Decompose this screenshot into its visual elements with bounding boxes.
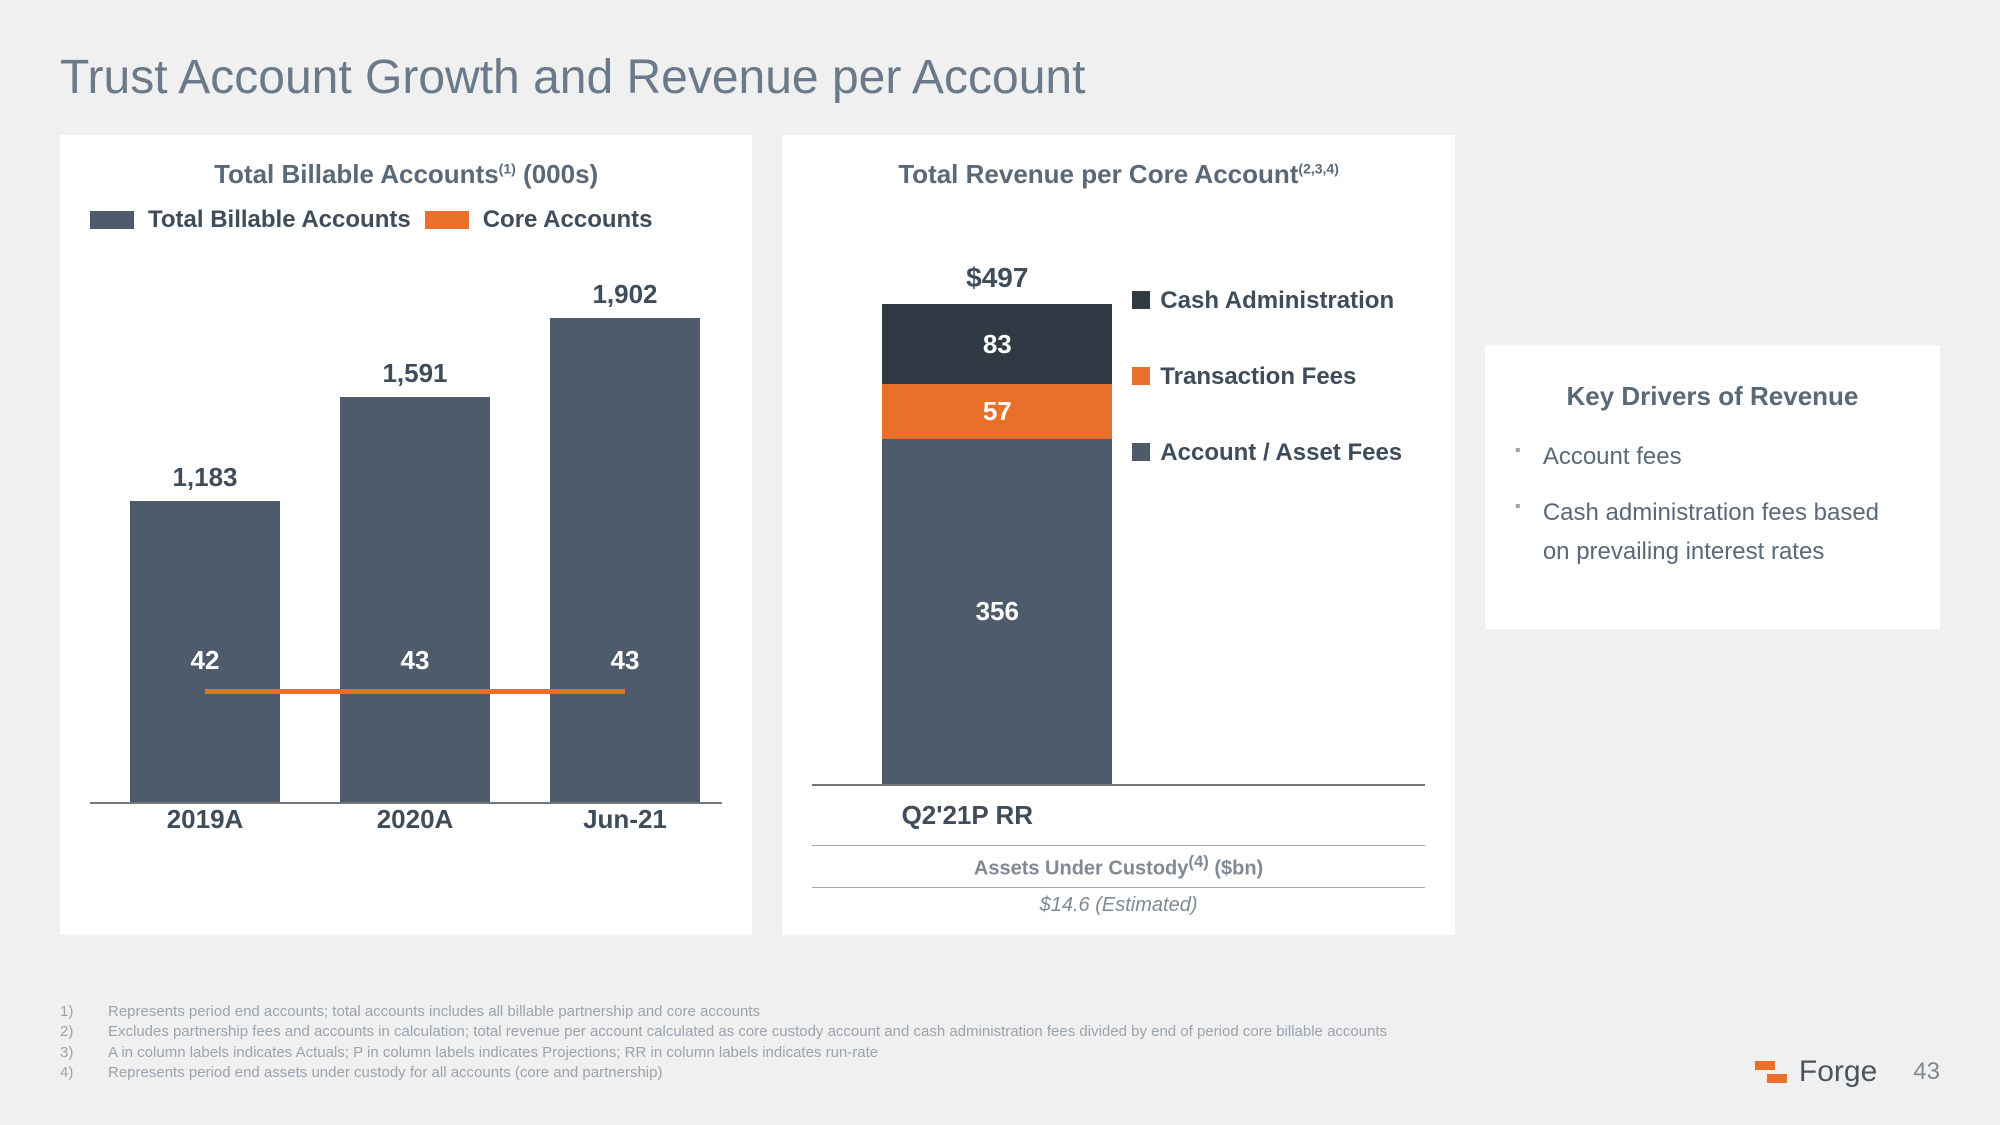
- left-chart-title-suffix: (000s): [516, 159, 598, 189]
- xaxis-label: Jun-21: [550, 804, 700, 835]
- legend-swatch-line: [425, 211, 469, 229]
- bar-value-label: 1,183: [172, 462, 237, 493]
- mid-chart-title-sup: (2,3,4): [1298, 160, 1338, 176]
- footnote-row: 2) Excludes partnership fees and accounts…: [60, 1022, 1740, 1042]
- legend-swatch-bar: [90, 211, 134, 229]
- footnote-text: Represents period end accounts; total ac…: [108, 1002, 760, 1022]
- auc-title: Assets Under Custody(4) ($bn): [812, 845, 1425, 888]
- panel-revenue-per-account: Total Revenue per Core Account(2,3,4) $4…: [782, 135, 1455, 935]
- bar-chart: 1,183 1,591 1,902 42 43 43: [90, 244, 722, 804]
- core-point-label: 43: [340, 645, 490, 676]
- left-chart-title: Total Billable Accounts(1) (000s): [90, 159, 722, 190]
- auc-title-sup: (4): [1188, 852, 1208, 871]
- bar: [550, 318, 700, 802]
- legend-text: Cash Administration: [1160, 286, 1394, 316]
- xaxis-label: 2019A: [130, 804, 280, 835]
- footnote-text: Excludes partnership fees and accounts i…: [108, 1022, 1387, 1042]
- left-chart-title-sup: (1): [499, 160, 516, 176]
- stacked-column: $497 8357356: [882, 262, 1112, 784]
- footnote-number: 4): [60, 1063, 84, 1083]
- bar-col: 1,902: [550, 279, 700, 802]
- legend-swatch: [1132, 443, 1150, 461]
- key-drivers-item: Account fees: [1515, 438, 1910, 476]
- footer-right: Forge 43: [1755, 1055, 1940, 1089]
- legend-text: Account / Asset Fees: [1160, 438, 1402, 468]
- stacked-segment: 356: [882, 439, 1112, 784]
- auc-value: $14.6 (Estimated): [812, 888, 1425, 917]
- footnote-number: 2): [60, 1022, 84, 1042]
- stacked-chart: $497 8357356 Cash Administration Transact…: [812, 226, 1425, 786]
- stacked-segment: 57: [882, 384, 1112, 439]
- bar-chart-xaxis: 2019A 2020A Jun-21: [90, 804, 722, 844]
- page-title: Trust Account Growth and Revenue per Acc…: [60, 50, 1940, 105]
- brand-logo: Forge: [1755, 1055, 1877, 1089]
- core-point-label: 43: [550, 645, 700, 676]
- brand-name: Forge: [1799, 1055, 1877, 1089]
- auc-block: Assets Under Custody(4) ($bn) $14.6 (Est…: [812, 845, 1425, 917]
- footnote-text: Represents period end assets under custo…: [108, 1063, 662, 1083]
- bar: [340, 397, 490, 802]
- bar-col: 1,591: [340, 358, 490, 802]
- stacked-xlabel: Q2'21P RR: [852, 800, 1082, 831]
- footnote-row: 3) A in column labels indicates Actuals; …: [60, 1043, 1740, 1063]
- stacked-segment: 83: [882, 304, 1112, 384]
- stacked-legend-item: Cash Administration: [1132, 286, 1432, 316]
- stacked-total-label: $497: [882, 262, 1112, 294]
- left-legend: Total Billable Accounts Core Accounts: [90, 206, 722, 234]
- bar-col: 1,183: [130, 462, 280, 802]
- key-drivers-title: Key Drivers of Revenue: [1515, 381, 1910, 412]
- stacked-legend: Cash Administration Transaction Fees Accou…: [1132, 286, 1432, 514]
- legend-text: Transaction Fees: [1160, 362, 1356, 392]
- legend-swatch: [1132, 291, 1150, 309]
- key-drivers-item: Cash administration fees based on prevai…: [1515, 494, 1910, 571]
- mid-chart-title-main: Total Revenue per Core Account: [898, 159, 1298, 189]
- footnote-number: 3): [60, 1043, 84, 1063]
- footnote-row: 1) Represents period end accounts; total …: [60, 1002, 1740, 1022]
- footnote-text: A in column labels indicates Actuals; P …: [108, 1043, 878, 1063]
- legend-swatch: [1132, 367, 1150, 385]
- auc-title-main: Assets Under Custody: [974, 858, 1189, 880]
- key-drivers-list: Account fees Cash administration fees bas…: [1515, 438, 1910, 571]
- legend-label-bar: Total Billable Accounts: [148, 206, 411, 234]
- mid-chart-title: Total Revenue per Core Account(2,3,4): [812, 159, 1425, 190]
- panel-key-drivers: Key Drivers of Revenue Account fees Cash …: [1485, 345, 1940, 629]
- panel-billable-accounts: Total Billable Accounts(1) (000s) Total …: [60, 135, 752, 935]
- footnote-number: 1): [60, 1002, 84, 1022]
- stacked-legend-item: Account / Asset Fees: [1132, 438, 1432, 468]
- page-number: 43: [1913, 1058, 1940, 1086]
- bar-value-label: 1,591: [382, 358, 447, 389]
- core-accounts-line: [205, 689, 625, 694]
- stacked-legend-item: Transaction Fees: [1132, 362, 1432, 392]
- core-point-label: 42: [130, 645, 280, 676]
- legend-label-line: Core Accounts: [483, 206, 653, 234]
- forge-icon: [1755, 1055, 1789, 1089]
- left-chart-title-main: Total Billable Accounts: [214, 159, 499, 189]
- xaxis-label: 2020A: [340, 804, 490, 835]
- bar-value-label: 1,902: [592, 279, 657, 310]
- auc-title-suffix: ($bn): [1209, 858, 1263, 880]
- footnote-row: 4) Represents period end assets under cus…: [60, 1063, 1740, 1083]
- footnotes: 1) Represents period end accounts; total …: [60, 1002, 1740, 1083]
